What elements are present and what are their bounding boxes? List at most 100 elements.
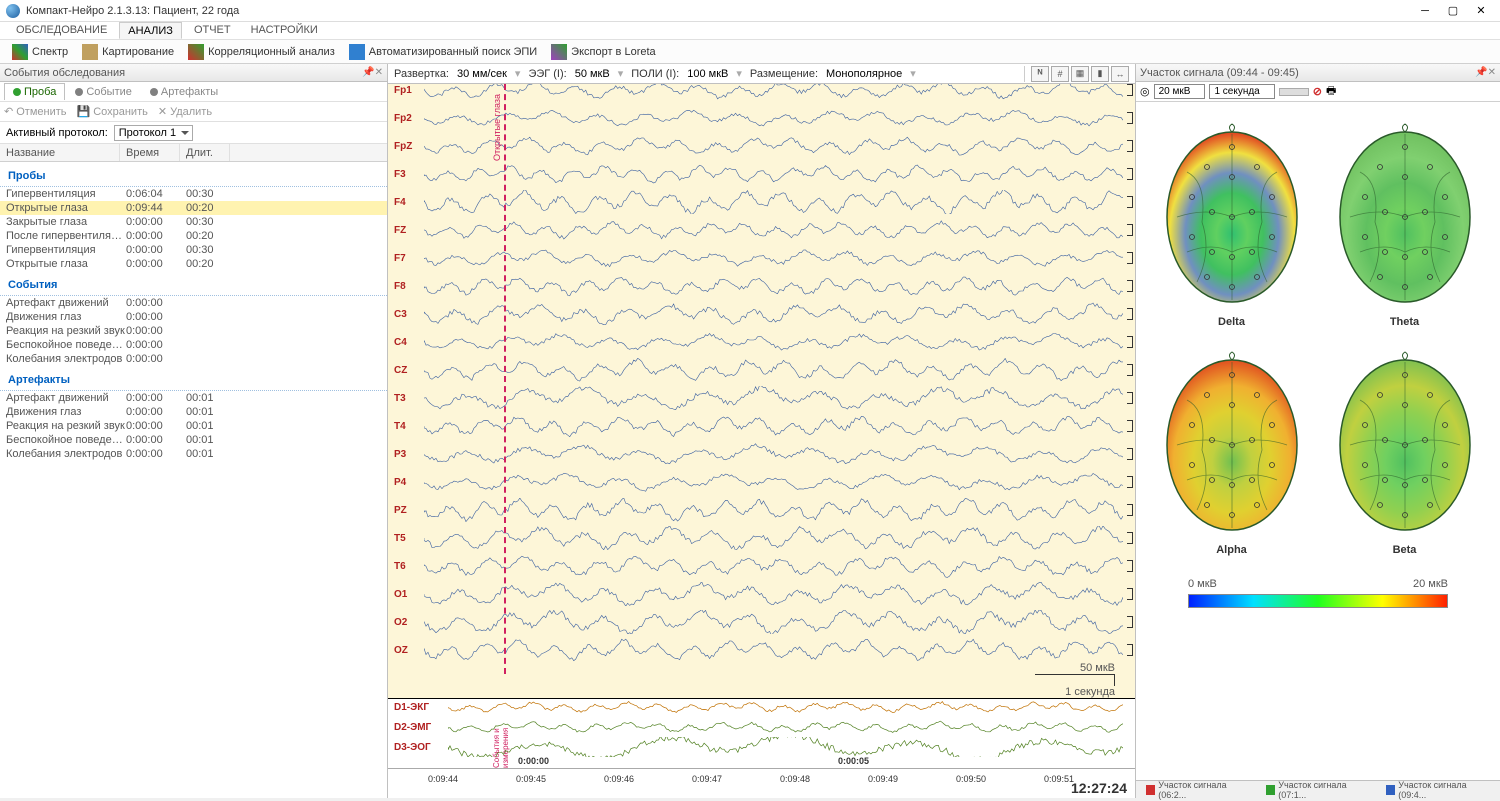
table-row[interactable]: Движения глаз0:00:00 <box>0 310 387 324</box>
menu-обследование[interactable]: ОБСЛЕДОВАНИЕ <box>8 22 115 39</box>
menu-анализ[interactable]: АНАЛИЗ <box>119 22 182 39</box>
table-row[interactable]: Беспокойное поведение0:00:00 <box>0 338 387 352</box>
segment-tab-icon <box>1386 785 1395 795</box>
colorbar-container: 0 мкВ20 мкВ <box>1144 578 1492 612</box>
tab-проба[interactable]: Проба <box>4 83 65 100</box>
brain-map-beta[interactable]: Beta <box>1322 350 1487 570</box>
waveforms <box>424 84 1123 674</box>
span-icon[interactable]: ↔ <box>1111 66 1129 82</box>
timeline[interactable]: 12:27:24 0:09:440:09:450:09:460:09:470:0… <box>388 768 1135 798</box>
cell-time: 0:00:00 <box>126 258 186 270</box>
action-удалить[interactable]: ✕Удалить <box>158 105 212 118</box>
cell-time: 0:00:00 <box>126 339 186 351</box>
waveform-PZ <box>424 510 1123 511</box>
panel-close-icon[interactable]: ✕ <box>375 67 383 78</box>
protocol-row: Активный протокол: Протокол 1 <box>0 122 387 144</box>
table-row[interactable]: Закрытые глаза0:00:0000:30 <box>0 215 387 229</box>
brain-map-theta[interactable]: Theta <box>1322 122 1487 342</box>
brain-maps: DeltaThetaAlphaBeta 0 мкВ20 мкВ <box>1136 102 1500 780</box>
segment-dur-select[interactable]: 1 секунда <box>1209 84 1274 99</box>
segment-close-icon[interactable]: ✕ <box>1488 67 1496 78</box>
channel-labels: Fp1Fp2FpZF3F4FZF7F8C3C4CZT3T4P3P4PZT5T6O… <box>388 84 424 798</box>
marker-icon[interactable]: ▮ <box>1091 66 1109 82</box>
segment-tab-1[interactable]: Участок сигнала (07:1... <box>1260 779 1376 801</box>
protocol-label: Активный протокол: <box>6 127 108 139</box>
waveform-O2 <box>424 622 1123 623</box>
segment-pin-icon[interactable]: 📌 <box>1475 67 1487 78</box>
cell-dur: 00:01 <box>186 406 236 418</box>
table-row[interactable]: Движения глаз0:00:0000:01 <box>0 405 387 419</box>
table-row[interactable]: Реакция на резкий звук0:00:00 <box>0 324 387 338</box>
pin-icon[interactable]: 📌 <box>362 67 374 78</box>
segment-tab-2[interactable]: Участок сигнала (09:4... <box>1380 779 1496 801</box>
table-row[interactable]: Артефакт движений0:00:0000:01 <box>0 391 387 405</box>
poly-channels: События и измерения D1-ЭКГD2-ЭМГD3-ЭОГ0:… <box>388 698 1135 768</box>
toolbar-экспорт[interactable]: Экспорт в Loreta <box>545 42 661 62</box>
table-row[interactable]: Колебания электродов0:00:00 <box>0 352 387 366</box>
toolbar-label: Экспорт в Loreta <box>571 46 655 58</box>
menu-настройки[interactable]: НАСТРОЙКИ <box>243 22 326 39</box>
toolbar-корреляционный[interactable]: Корреляционный анализ <box>182 42 341 62</box>
table-row[interactable]: Артефакт движений0:00:00 <box>0 296 387 310</box>
cell-name: Движения глаз <box>6 406 126 418</box>
cell-dur: 00:01 <box>186 434 236 446</box>
table-row[interactable]: Открытые глаза0:00:0000:20 <box>0 257 387 271</box>
toolbar-спектр[interactable]: Спектр <box>6 42 74 62</box>
channel-scale-mark <box>1127 364 1133 376</box>
channel-label-T4: T4 <box>394 421 406 432</box>
segment-tab-0[interactable]: Участок сигнала (06:2... <box>1140 779 1256 801</box>
wave-icon[interactable]: ᴺ <box>1031 66 1049 82</box>
table-row[interactable]: Открытые глаза0:09:4400:20 <box>0 201 387 215</box>
tab-артефакты[interactable]: Артефакты <box>142 84 226 100</box>
close-button[interactable]: ✕ <box>1468 2 1494 20</box>
segment-slider[interactable] <box>1279 88 1309 96</box>
ruler-icon[interactable]: ▦ <box>1071 66 1089 82</box>
table-row[interactable]: Колебания электродов0:00:0000:01 <box>0 447 387 461</box>
toolbar-label: Автоматизированный поиск ЭПИ <box>369 46 537 58</box>
minimize-button[interactable]: ─ <box>1412 2 1438 20</box>
table-row[interactable]: Беспокойное поведение0:00:0000:01 <box>0 433 387 447</box>
brain-map-alpha[interactable]: Alpha <box>1149 350 1314 570</box>
eeg-amp-value[interactable]: 50 мкВ <box>575 68 610 80</box>
waveform-P4 <box>424 482 1123 483</box>
table-row[interactable]: Реакция на резкий звук0:00:0000:01 <box>0 419 387 433</box>
print-icon[interactable]: 🖶 <box>1326 82 1336 101</box>
eeg-canvas[interactable]: Fp1Fp2FpZF3F4FZF7F8C3C4CZT3T4P3P4PZT5T6O… <box>388 84 1135 798</box>
montage-value[interactable]: Монополярное <box>826 68 902 80</box>
cell-time: 0:00:00 <box>126 420 186 432</box>
table-row[interactable]: После гипервентиляции0:00:0000:20 <box>0 229 387 243</box>
channel-label-CZ: CZ <box>394 365 407 376</box>
poly-time-1: 0:00:05 <box>838 756 869 766</box>
menu-отчет[interactable]: ОТЧЕТ <box>186 22 239 39</box>
protocol-select[interactable]: Протокол 1 <box>114 125 193 141</box>
toolbar-icon <box>188 44 204 60</box>
tab-событие[interactable]: Событие <box>67 84 140 100</box>
cell-time: 0:09:44 <box>126 202 186 214</box>
sweep-value[interactable]: 30 мм/сек <box>457 68 507 80</box>
col-name: Название <box>0 144 120 161</box>
toolbar-картирование[interactable]: Картирование <box>76 42 180 62</box>
channel-label-FZ: FZ <box>394 225 406 236</box>
channel-label-C4: C4 <box>394 337 407 348</box>
toolbar-автоматизированный[interactable]: Автоматизированный поиск ЭПИ <box>343 42 543 62</box>
segment-amp-select[interactable]: 20 мкВ <box>1154 84 1206 99</box>
cell-name: После гипервентиляции <box>6 230 126 242</box>
maximize-button[interactable]: ▢ <box>1440 2 1466 20</box>
cell-name: Реакция на резкий звук <box>6 420 126 432</box>
table-row[interactable]: Гипервентиляция0:06:0400:30 <box>0 187 387 201</box>
action-отменить[interactable]: ↶Отменить <box>4 105 66 118</box>
event-marker-1[interactable] <box>504 84 506 674</box>
channel-label-P3: P3 <box>394 449 406 460</box>
poly-amp-value[interactable]: 100 мкВ <box>687 68 728 80</box>
action-сохранить[interactable]: 💾Сохранить <box>76 105 147 118</box>
cell-name: Колебания электродов <box>6 353 126 365</box>
grid-icon[interactable]: # <box>1051 66 1069 82</box>
col-time: Время <box>120 144 180 161</box>
table-row[interactable]: Гипервентиляция0:00:0000:30 <box>0 243 387 257</box>
segment-delete-icon[interactable]: ⊘ <box>1313 85 1322 98</box>
channel-scale-mark <box>1127 644 1133 656</box>
brain-map-delta[interactable]: Delta <box>1149 122 1314 342</box>
waveform-C3 <box>424 314 1123 315</box>
channel-label-C3: C3 <box>394 309 407 320</box>
target-icon[interactable]: ◎ <box>1140 85 1150 98</box>
